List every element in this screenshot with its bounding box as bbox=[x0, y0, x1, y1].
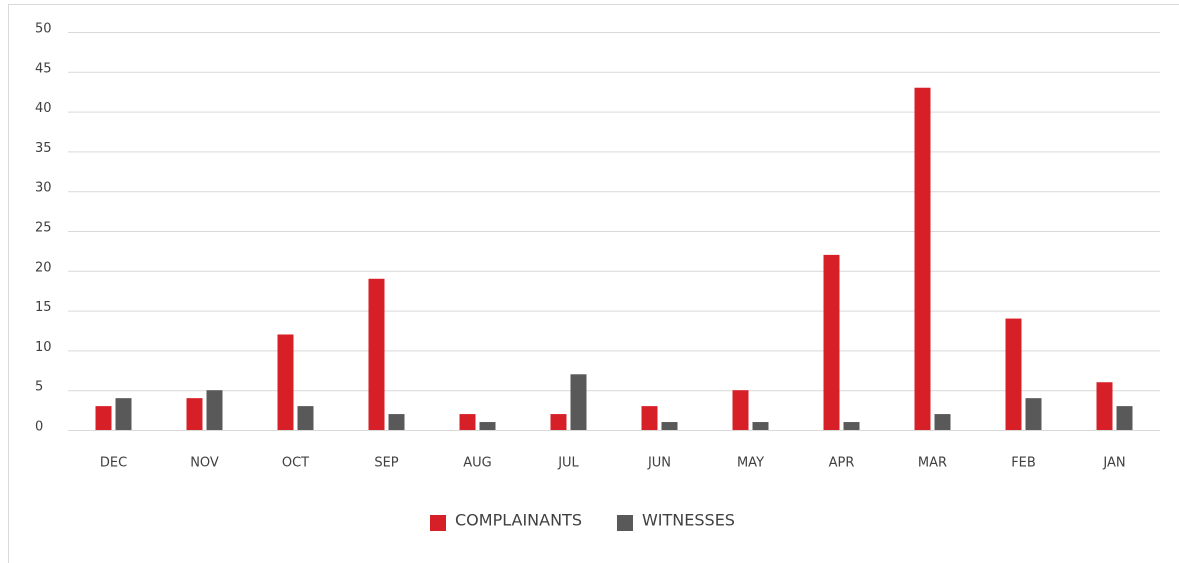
chart-frame bbox=[8, 4, 1179, 563]
bar bbox=[95, 406, 112, 430]
bar bbox=[206, 390, 223, 430]
y-tick-label: 35 bbox=[35, 141, 52, 156]
x-tick-label: SEP bbox=[374, 456, 398, 471]
y-tick-label: 20 bbox=[35, 260, 52, 275]
x-tick-label: JAN bbox=[1102, 456, 1125, 471]
legend-swatch bbox=[616, 515, 633, 531]
x-tick-label: OCT bbox=[282, 456, 309, 471]
x-tick-label: MAR bbox=[918, 456, 947, 471]
bar bbox=[914, 87, 931, 430]
bar bbox=[934, 414, 951, 430]
bar bbox=[388, 414, 405, 430]
bar bbox=[368, 278, 385, 430]
bar bbox=[1096, 382, 1113, 430]
y-tick-label: 45 bbox=[35, 61, 52, 76]
legend-swatch bbox=[430, 515, 446, 531]
bar bbox=[823, 254, 840, 430]
y-tick-label: 30 bbox=[35, 181, 52, 196]
x-tick-label: JUN bbox=[647, 456, 671, 471]
x-tick-label: AUG bbox=[463, 456, 491, 471]
bar bbox=[479, 422, 496, 430]
bar bbox=[297, 406, 314, 430]
bar bbox=[843, 422, 860, 430]
bar bbox=[186, 398, 203, 430]
bar bbox=[1005, 318, 1022, 430]
y-tick-label: 40 bbox=[35, 101, 52, 116]
bar bbox=[550, 414, 567, 430]
bar bbox=[641, 406, 658, 430]
y-tick-label: 50 bbox=[35, 22, 52, 37]
x-tick-label: JUL bbox=[557, 456, 579, 471]
bar bbox=[752, 422, 769, 430]
x-tick-label: APR bbox=[829, 456, 855, 471]
legend-label: WITNESSES bbox=[642, 511, 735, 530]
bar bbox=[277, 334, 294, 430]
x-tick-label: DEC bbox=[100, 456, 127, 471]
bar bbox=[661, 422, 678, 430]
legend-label: COMPLAINANTS bbox=[455, 511, 582, 530]
x-tick-label: NOV bbox=[190, 456, 219, 471]
y-tick-label: 10 bbox=[35, 340, 52, 355]
y-tick-label: 25 bbox=[35, 221, 52, 236]
y-tick-label: 5 bbox=[35, 380, 43, 395]
y-tick-label: 15 bbox=[35, 300, 52, 315]
y-tick-label: 0 bbox=[35, 420, 43, 435]
bar bbox=[732, 390, 749, 430]
bar bbox=[1025, 398, 1042, 430]
x-tick-label: MAY bbox=[737, 456, 764, 471]
bar bbox=[459, 414, 476, 430]
bar bbox=[115, 398, 132, 430]
bar bbox=[570, 374, 587, 430]
bar bbox=[1116, 406, 1133, 430]
x-tick-label: FEB bbox=[1011, 456, 1036, 471]
